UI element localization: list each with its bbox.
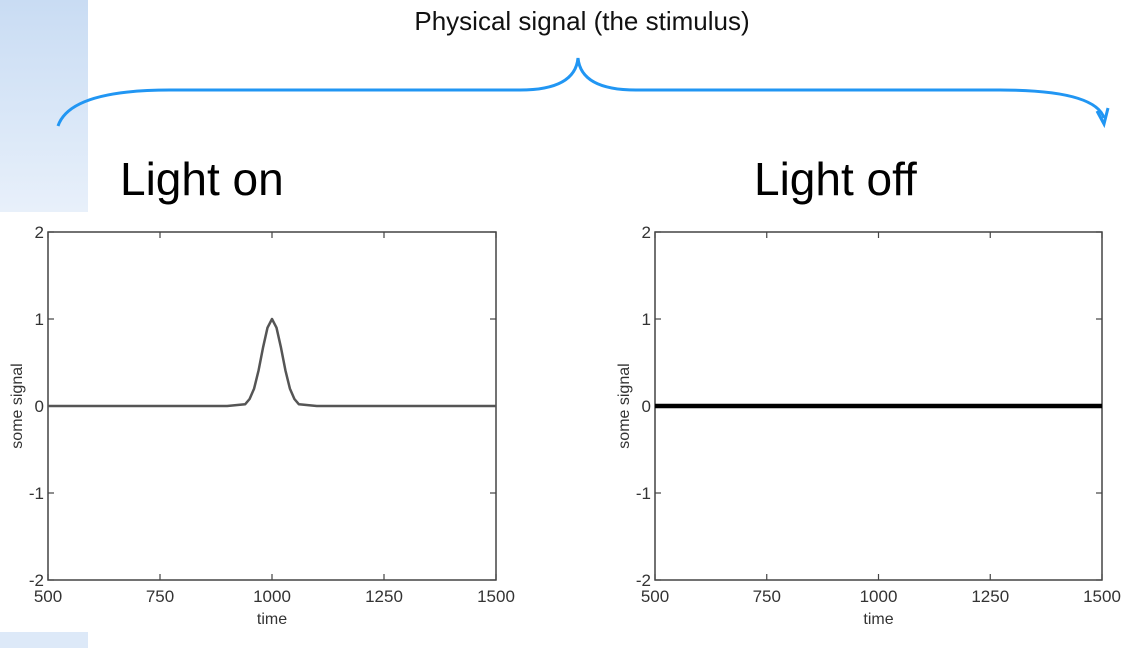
y-tick-label: -2 [29, 571, 44, 590]
x-tick-label: 750 [146, 587, 174, 606]
x-tick-label: 1250 [365, 587, 403, 606]
y-tick-label: 0 [642, 397, 651, 416]
x-axis-label: time [863, 611, 893, 628]
x-tick-label: 1500 [1083, 587, 1121, 606]
sidebar-decoration-bottom [0, 632, 88, 648]
x-tick-label: 500 [641, 587, 669, 606]
y-tick-label: 0 [35, 397, 44, 416]
y-tick-label: -1 [636, 484, 651, 503]
x-tick-label: 1500 [477, 587, 515, 606]
y-tick-label: -2 [636, 571, 651, 590]
curly-brace [56, 57, 1110, 129]
y-tick-label: -1 [29, 484, 44, 503]
y-tick-label: 1 [35, 310, 44, 329]
panel-title-light-on: Light on [120, 153, 284, 205]
y-tick-label: 1 [642, 310, 651, 329]
series-line [48, 317, 496, 408]
y-tick-label: 2 [642, 223, 651, 242]
panel-title-light-off: Light off [754, 153, 917, 205]
x-axis-label: time [257, 611, 287, 628]
curly-brace-path [56, 57, 1106, 127]
x-tick-label: 1250 [971, 587, 1009, 606]
header-title: Physical signal (the stimulus) [414, 6, 750, 36]
x-tick-label: 750 [753, 587, 781, 606]
x-tick-label: 500 [34, 587, 62, 606]
y-tick-label: 2 [35, 223, 44, 242]
y-axis-label: some signal [9, 363, 26, 448]
x-tick-label: 1000 [253, 587, 291, 606]
curly-brace-arrowhead [1095, 107, 1110, 129]
y-axis-label: some signal [616, 363, 633, 448]
x-tick-label: 1000 [860, 587, 898, 606]
